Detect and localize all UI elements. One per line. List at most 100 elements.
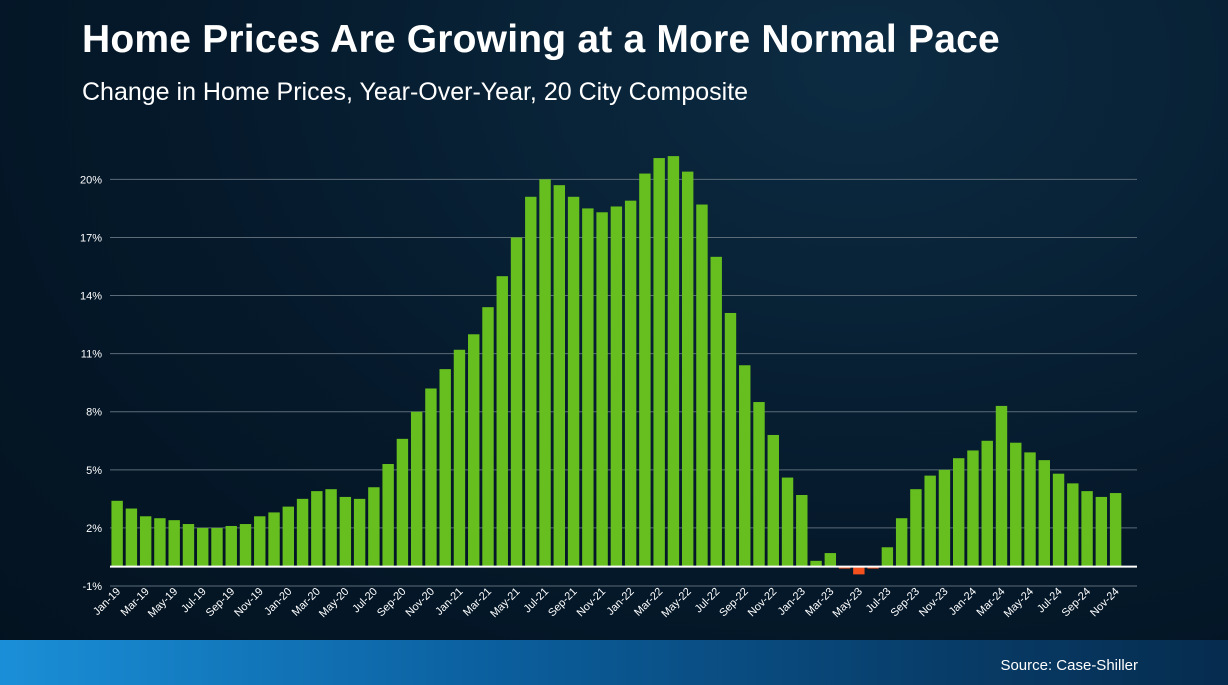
bar	[339, 496, 352, 567]
x-tick-label: May-24	[1002, 586, 1036, 620]
bar	[696, 204, 708, 567]
x-tick-label: May-23	[831, 586, 865, 620]
bar	[197, 527, 209, 567]
bar	[995, 405, 1008, 567]
bar	[453, 349, 466, 567]
bar	[624, 200, 637, 567]
y-tick-label: 20%	[80, 174, 102, 186]
bar	[1081, 491, 1093, 567]
bar	[895, 518, 908, 567]
bar	[1109, 493, 1122, 567]
bar	[368, 487, 380, 567]
bar	[1095, 496, 1108, 567]
x-tick-label: May-19	[146, 586, 180, 620]
bar	[410, 411, 423, 567]
x-tick-label: Nov-20	[403, 586, 437, 620]
x-tick-label: Jan-21	[433, 586, 465, 618]
x-tick-label: Sep-24	[1060, 586, 1094, 620]
bar	[1052, 473, 1065, 567]
bar	[325, 489, 337, 567]
bar	[139, 516, 152, 567]
bar	[111, 500, 123, 567]
bar	[425, 388, 437, 567]
x-tick-label: May-22	[659, 586, 693, 620]
bar	[724, 312, 737, 567]
bar	[739, 365, 751, 567]
y-tick-label: 8%	[86, 407, 102, 419]
x-tick-label: Sep-20	[375, 586, 409, 620]
bar	[396, 438, 409, 567]
bar	[254, 516, 266, 567]
footer-bar	[0, 640, 1228, 685]
bar	[881, 547, 894, 567]
y-tick-label: -1%	[82, 581, 102, 593]
bar	[211, 527, 223, 567]
bar	[753, 402, 765, 567]
bar-chart: -1%2%5%8%11%14%17%20%Jan-19Mar-19May-19J…	[80, 156, 1137, 620]
bar	[981, 440, 993, 567]
bar	[596, 212, 608, 567]
x-tick-label: Nov-24	[1088, 586, 1122, 620]
bar	[582, 208, 594, 567]
bar	[667, 156, 680, 567]
bar	[382, 464, 394, 567]
bar	[468, 334, 480, 567]
x-tick-label: Sep-23	[888, 586, 922, 620]
bar	[910, 489, 922, 567]
bar	[154, 518, 166, 567]
y-tick-label: 17%	[80, 232, 102, 244]
bar	[239, 524, 252, 567]
bar	[567, 196, 580, 567]
bar	[496, 276, 508, 567]
bar	[610, 206, 623, 567]
bar	[767, 434, 779, 567]
bar	[810, 560, 822, 567]
bar	[1024, 452, 1036, 567]
x-tick-label: Sep-22	[717, 586, 751, 620]
bar	[296, 498, 309, 567]
bar	[525, 196, 537, 567]
y-tick-label: 11%	[81, 349, 102, 361]
x-tick-label: Sep-19	[204, 586, 238, 620]
bar	[1010, 442, 1022, 567]
bar	[653, 158, 665, 567]
x-tick-label: Nov-21	[575, 586, 609, 620]
bar	[952, 458, 965, 567]
y-tick-label: 2%	[86, 523, 102, 535]
bar	[539, 179, 551, 567]
bars	[111, 156, 1122, 575]
x-tick-label: Nov-19	[232, 586, 266, 620]
bar	[1067, 483, 1079, 567]
bar	[853, 566, 865, 575]
source-label: Source: Case-Shiller	[1000, 657, 1138, 674]
bar	[353, 498, 366, 567]
x-tick-label: May-21	[488, 586, 522, 620]
x-tick-label: May-20	[317, 586, 351, 620]
bar	[482, 307, 494, 567]
bar	[938, 469, 951, 567]
bar	[168, 520, 180, 567]
bar	[268, 512, 280, 567]
x-tick-label: Jan-23	[776, 586, 808, 618]
page-title: Home Prices Are Growing at a More Normal…	[82, 18, 1000, 61]
x-tick-label: Nov-22	[746, 586, 780, 620]
bar	[639, 173, 651, 567]
bar	[681, 171, 694, 567]
page-subtitle: Change in Home Prices, Year-Over-Year, 2…	[82, 78, 749, 106]
bar	[924, 475, 936, 567]
y-tick-label: 5%	[86, 465, 102, 477]
bar	[824, 553, 837, 567]
bar	[553, 185, 566, 567]
x-tick-label: Jan-20	[262, 586, 294, 618]
bar	[125, 508, 138, 567]
x-tick-label: Jan-24	[947, 586, 979, 618]
bar	[510, 237, 523, 567]
gridlines	[110, 178, 1137, 587]
x-tick-label: Jan-22	[604, 586, 636, 618]
y-tick-label: 14%	[80, 291, 102, 303]
bar	[710, 256, 722, 567]
x-tick-label: Nov-23	[917, 586, 951, 620]
bar	[311, 491, 323, 567]
bar	[439, 369, 451, 567]
bar	[282, 506, 295, 567]
